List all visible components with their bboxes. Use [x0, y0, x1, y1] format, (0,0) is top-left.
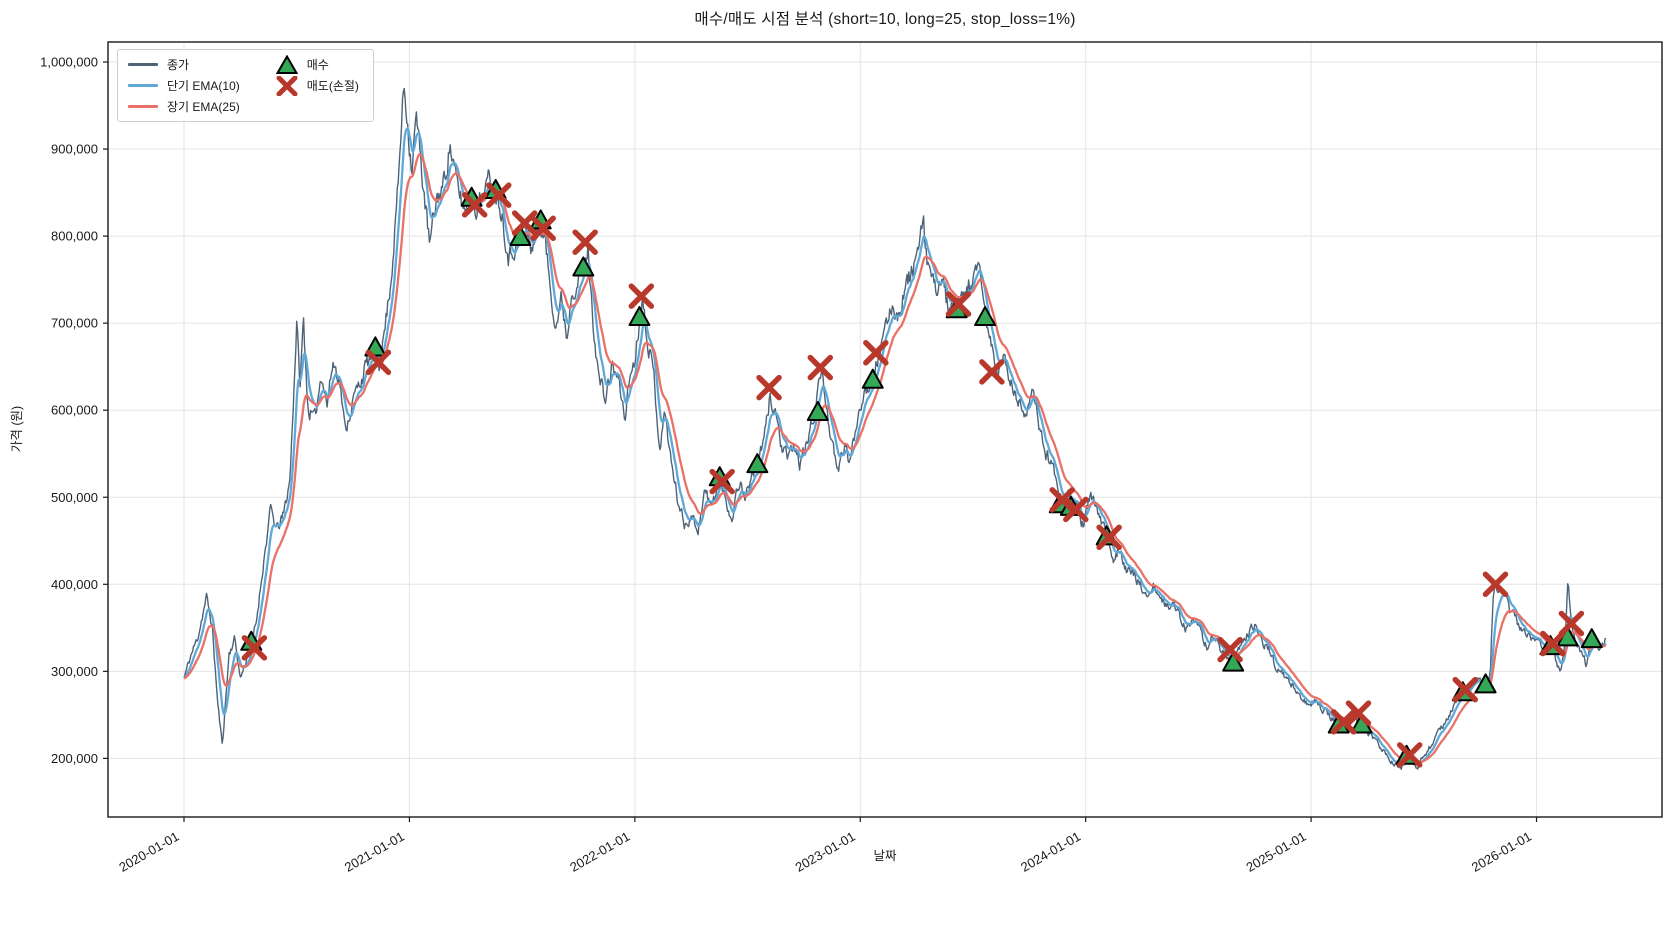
sell-marker — [979, 359, 1005, 385]
price-series — [183, 87, 1607, 770]
y-tick-label: 500,000 — [51, 490, 98, 505]
sell-marker — [945, 291, 972, 317]
sell-marker — [1540, 630, 1566, 657]
sell-marker — [1330, 709, 1357, 735]
buy-triangle-icon — [275, 54, 298, 74]
sell-marker — [628, 283, 655, 309]
sell-marker — [486, 182, 512, 208]
buy-marker — [974, 306, 997, 327]
close-price-line — [183, 87, 1607, 770]
buy-marker — [746, 453, 769, 474]
y-tick-label: 400,000 — [51, 577, 98, 592]
sell-marker — [863, 339, 889, 366]
y-tick-label: 800,000 — [51, 229, 98, 244]
ema-short-line — [183, 127, 1607, 767]
legend-marker-column: 매수 매도(손절) — [275, 54, 359, 115]
y-tick-label: 600,000 — [51, 403, 98, 418]
sell-marker — [1217, 636, 1243, 663]
buy-marker — [1222, 651, 1245, 672]
ema-short-line-swatch — [128, 84, 158, 87]
sell-marker — [756, 374, 782, 401]
y-tick-label: 1,000,000 — [40, 55, 98, 70]
legend-label-ema-long: 장기 EMA(25) — [167, 100, 240, 114]
sell-marker — [1049, 487, 1075, 513]
buy-marker — [572, 256, 595, 277]
legend-label-close: 종가 — [167, 58, 190, 72]
sell-marker — [709, 468, 735, 495]
buy-marker — [628, 306, 651, 327]
legend-item-ema-long: 장기 EMA(25) — [128, 98, 240, 115]
legend-line-column: 종가 단기 EMA(10) 장기 EMA(25) — [128, 56, 240, 115]
sell-marker — [1558, 610, 1585, 637]
legend-item-close: 종가 — [128, 56, 240, 73]
sell-marker — [365, 349, 392, 376]
buy-marker — [806, 400, 829, 421]
y-tick-label: 900,000 — [51, 142, 98, 157]
chart-title: 매수/매도 시점 분석 (short=10, long=25, stop_los… — [694, 11, 1076, 28]
axis-ticks: 200,000 300,000 400,000 500,000 600,000 700,0… — [40, 55, 1538, 875]
grid — [108, 42, 1662, 817]
legend-item-buy: 매수 — [275, 54, 359, 74]
y-tick-label: 300,000 — [51, 664, 98, 679]
sell-marker — [807, 354, 834, 381]
sell-marker — [1345, 700, 1372, 726]
legend-item-ema-short: 단기 EMA(10) — [128, 77, 240, 94]
close-line-swatch — [128, 63, 158, 66]
sell-marker — [241, 635, 268, 661]
sell-marker — [530, 215, 556, 242]
legend: 종가 단기 EMA(10) 장기 EMA(25) 매수 — [117, 49, 374, 122]
sell-marker — [1482, 571, 1509, 598]
legend-label-buy: 매수 — [306, 58, 329, 72]
buy-marker — [861, 368, 884, 389]
sell-marker — [461, 192, 488, 218]
sell-marker — [572, 229, 598, 255]
sell-x-icon — [276, 75, 298, 96]
buy-marker — [1580, 628, 1603, 649]
plot-border — [107, 41, 1663, 818]
ema-long-line-swatch — [128, 105, 158, 108]
sell-marker — [1063, 496, 1089, 523]
legend-label-ema-short: 단기 EMA(10) — [167, 79, 240, 93]
y-tick-label: 200,000 — [51, 751, 98, 766]
sell-marker — [1396, 742, 1423, 768]
legend-item-sell: 매도(손절) — [276, 75, 359, 96]
sell-marker — [1452, 676, 1478, 703]
y-axis-title: 가격 (원) — [10, 405, 24, 453]
sell-markers — [241, 182, 1585, 768]
buy-marker — [1474, 673, 1497, 694]
buy-marker — [509, 225, 532, 246]
y-tick-label: 700,000 — [51, 316, 98, 331]
x-axis-title: 날짜 — [873, 849, 897, 863]
sell-marker — [1096, 524, 1122, 551]
legend-label-sell: 매도(손절) — [306, 79, 359, 93]
